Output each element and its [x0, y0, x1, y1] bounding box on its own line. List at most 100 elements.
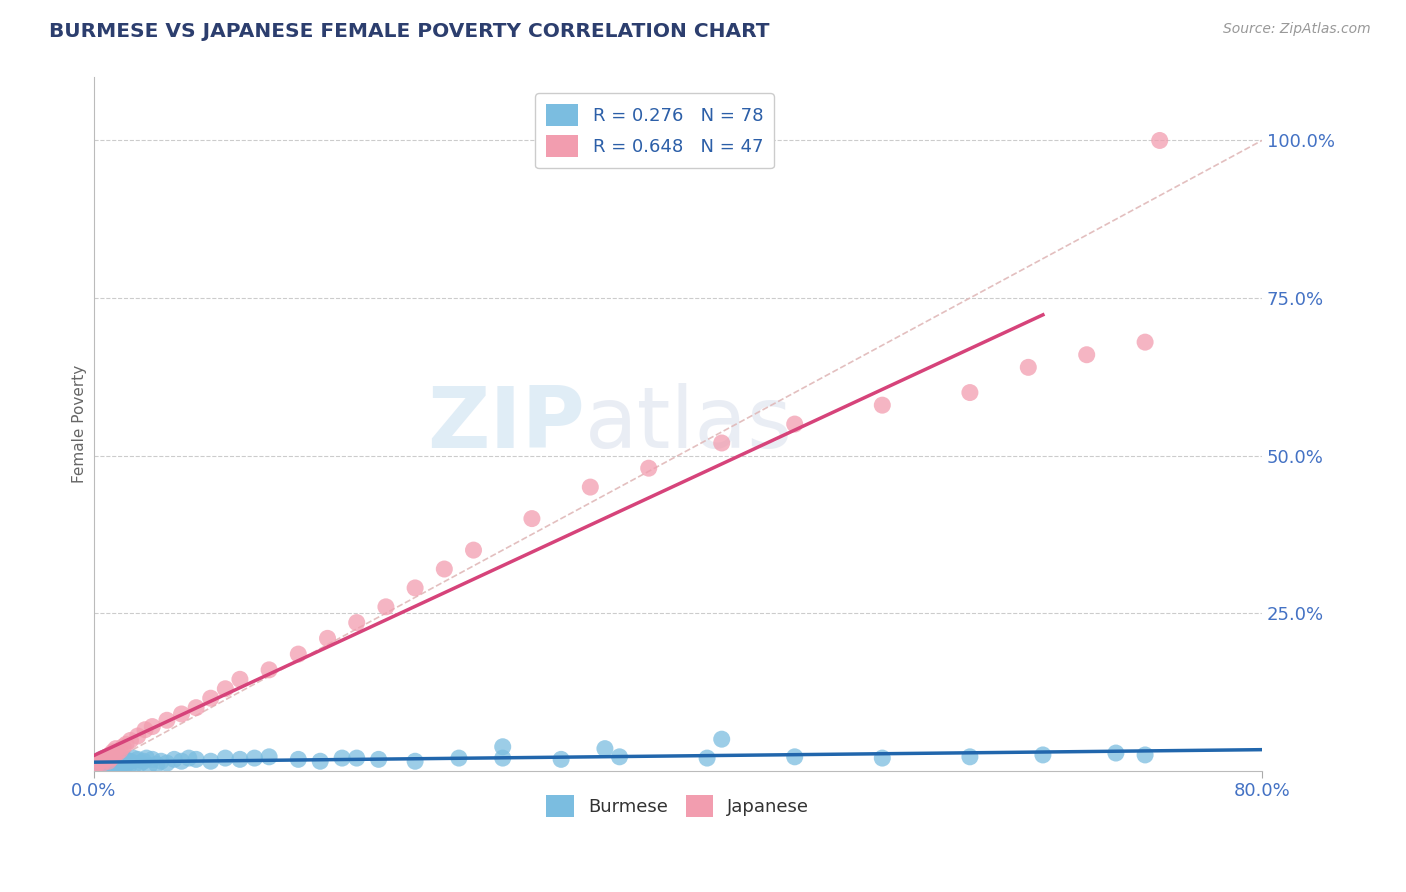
Point [108, 749, 131, 764]
Point [104, 741, 127, 756]
Point [287, 647, 309, 661]
Point [94, 752, 117, 766]
Text: atlas: atlas [585, 383, 793, 466]
Point [132, 754, 155, 768]
Point [1076, 348, 1098, 362]
Point [374, 599, 396, 614]
Point [1133, 335, 1156, 350]
Point [1032, 747, 1054, 762]
Point [163, 752, 186, 766]
Point [96, 752, 118, 766]
Point [872, 751, 894, 765]
Point [97, 749, 120, 764]
Point [98, 747, 121, 762]
Point [404, 754, 426, 768]
Point [93, 751, 115, 765]
Point [93, 755, 115, 769]
Point [94, 754, 117, 768]
Point [214, 751, 236, 765]
Point [127, 729, 149, 743]
Point [135, 751, 157, 765]
Point [229, 752, 252, 766]
Point [346, 615, 368, 630]
Point [94, 758, 117, 772]
Point [93, 751, 115, 765]
Point [87, 756, 110, 771]
Point [959, 385, 981, 400]
Point [177, 751, 200, 765]
Point [89, 758, 111, 772]
Point [156, 713, 179, 727]
Point [117, 754, 139, 768]
Point [97, 756, 120, 771]
Point [86, 757, 108, 772]
Point [257, 749, 280, 764]
Point [696, 751, 718, 765]
Point [118, 758, 141, 772]
Point [141, 752, 163, 766]
Point [150, 754, 173, 768]
Point [120, 733, 142, 747]
Point [316, 632, 339, 646]
Point [257, 663, 280, 677]
Point [115, 757, 138, 772]
Point [200, 691, 222, 706]
Point [141, 720, 163, 734]
Point [97, 760, 120, 774]
Point [103, 759, 125, 773]
Point [104, 756, 127, 771]
Point [86, 757, 108, 772]
Point [120, 754, 142, 768]
Point [330, 751, 353, 765]
Point [593, 741, 616, 756]
Point [114, 752, 136, 766]
Point [492, 751, 515, 765]
Point [115, 737, 138, 751]
Point [229, 673, 252, 687]
Point [107, 757, 129, 772]
Point [783, 417, 806, 431]
Point [1105, 746, 1128, 760]
Point [100, 751, 122, 765]
Point [550, 752, 572, 766]
Point [200, 754, 222, 768]
Point [129, 756, 152, 771]
Point [100, 751, 122, 765]
Point [101, 752, 124, 766]
Y-axis label: Female Poverty: Female Poverty [72, 365, 87, 483]
Point [346, 751, 368, 765]
Point [1149, 133, 1171, 147]
Point [184, 752, 207, 766]
Point [1133, 747, 1156, 762]
Point [243, 751, 266, 765]
Text: ZIP: ZIP [427, 383, 585, 466]
Point [447, 751, 470, 765]
Point [105, 752, 128, 766]
Point [710, 436, 733, 450]
Point [98, 754, 121, 768]
Point [170, 754, 193, 768]
Point [112, 739, 135, 754]
Point [637, 461, 659, 475]
Point [103, 754, 125, 768]
Point [100, 756, 122, 771]
Point [104, 760, 127, 774]
Point [1017, 360, 1039, 375]
Point [112, 756, 135, 771]
Point [87, 754, 110, 768]
Point [156, 756, 179, 771]
Point [91, 760, 114, 774]
Point [214, 681, 236, 696]
Point [111, 758, 134, 772]
Point [404, 581, 426, 595]
Point [367, 752, 389, 766]
Point [134, 723, 156, 737]
Point [97, 754, 120, 768]
Point [492, 739, 515, 754]
Point [145, 757, 167, 772]
Point [90, 756, 112, 771]
Point [89, 754, 111, 768]
Point [872, 398, 894, 412]
Point [105, 746, 128, 760]
Point [91, 757, 114, 772]
